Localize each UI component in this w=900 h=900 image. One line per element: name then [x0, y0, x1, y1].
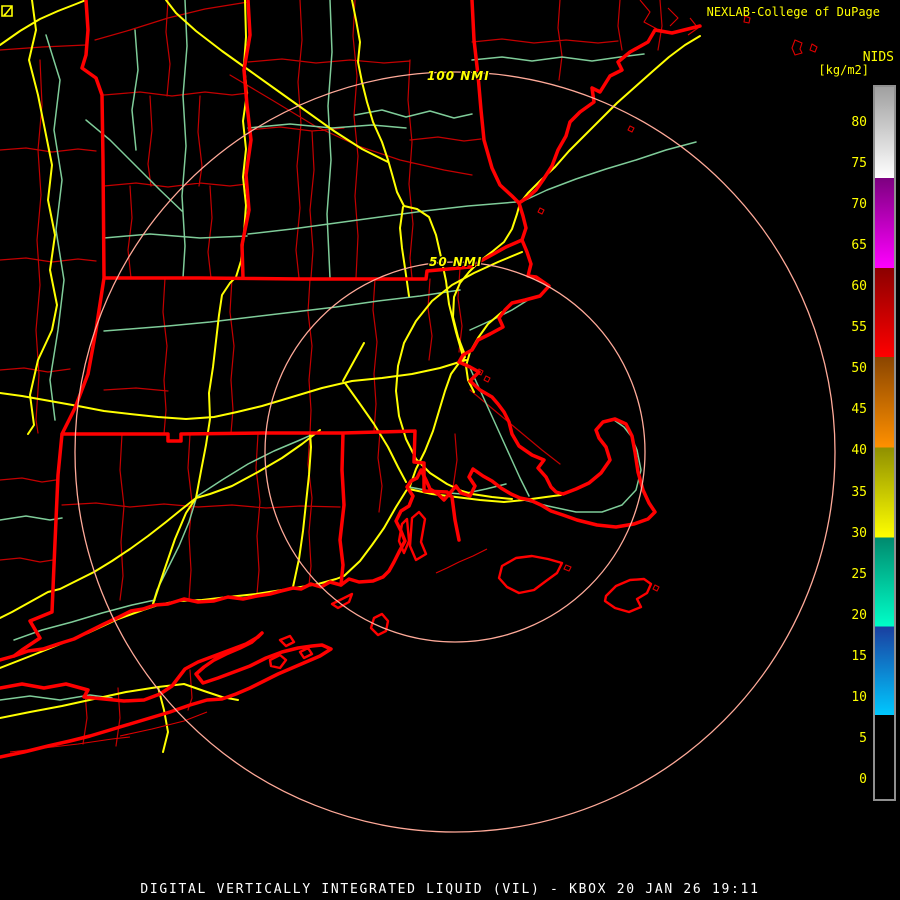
range-ring-100nmi: [74, 71, 836, 833]
fishers-island: [330, 592, 354, 610]
product-title: DIGITAL VERTICALLY INTEGRATED LIQUID (VI…: [140, 882, 760, 897]
attribution-text: NEXLAB-College of DuPage: [706, 5, 880, 19]
colorbar-tick: 60: [851, 279, 867, 295]
long-island: [0, 631, 333, 759]
colorbar-tick-labels: 80 75 70 65 60 55 50 45 40 35 30 25 20 15 10 5 0: [823, 0, 867, 900]
colorbar-tick: 30: [851, 525, 867, 541]
colorbar-tick: 5: [859, 730, 867, 746]
bay-islands: [268, 510, 428, 670]
range-ring-label-100nmi: 100 NMI: [427, 69, 490, 83]
range-ring-50nmi: [264, 261, 646, 643]
colorbar-tick: 15: [851, 648, 867, 664]
colorbar-gradient: [875, 87, 894, 799]
colorbar: [873, 85, 896, 801]
colorbar-tick: 35: [851, 484, 867, 500]
colorbar-tick: 65: [851, 238, 867, 254]
highways: [0, 0, 701, 753]
coast-detail-islands: [9, 0, 818, 753]
cod-logo-icon: [1, 5, 13, 17]
colorbar-tick: 55: [851, 320, 867, 336]
block-island: [369, 612, 390, 637]
state-borders-coastlines: [0, 0, 702, 759]
colorbar-tick: 20: [851, 607, 867, 623]
colorbar-tick: 40: [851, 443, 867, 459]
colorbar-units: [kg/m2]: [818, 63, 869, 77]
island-outlines: [268, 510, 653, 670]
colorbar-tick: 75: [851, 156, 867, 172]
range-rings: [74, 71, 836, 833]
marthas-vineyard: [497, 554, 564, 595]
colorbar-tick: 45: [851, 402, 867, 418]
coastline: [0, 24, 702, 662]
county-borders: [0, 0, 663, 747]
nantucket: [603, 577, 653, 614]
colorbar-tick: 0: [859, 771, 867, 787]
colorbar-tick: 50: [851, 361, 867, 377]
colorbar-tick: 70: [851, 197, 867, 213]
colorbar-tick: 25: [851, 566, 867, 582]
range-ring-label-50nmi: 50 NMI: [429, 255, 483, 269]
colorbar-tick: 80: [851, 115, 867, 130]
colorbar-tick: 10: [851, 689, 867, 705]
colorbar-title: NIDS: [862, 50, 894, 65]
